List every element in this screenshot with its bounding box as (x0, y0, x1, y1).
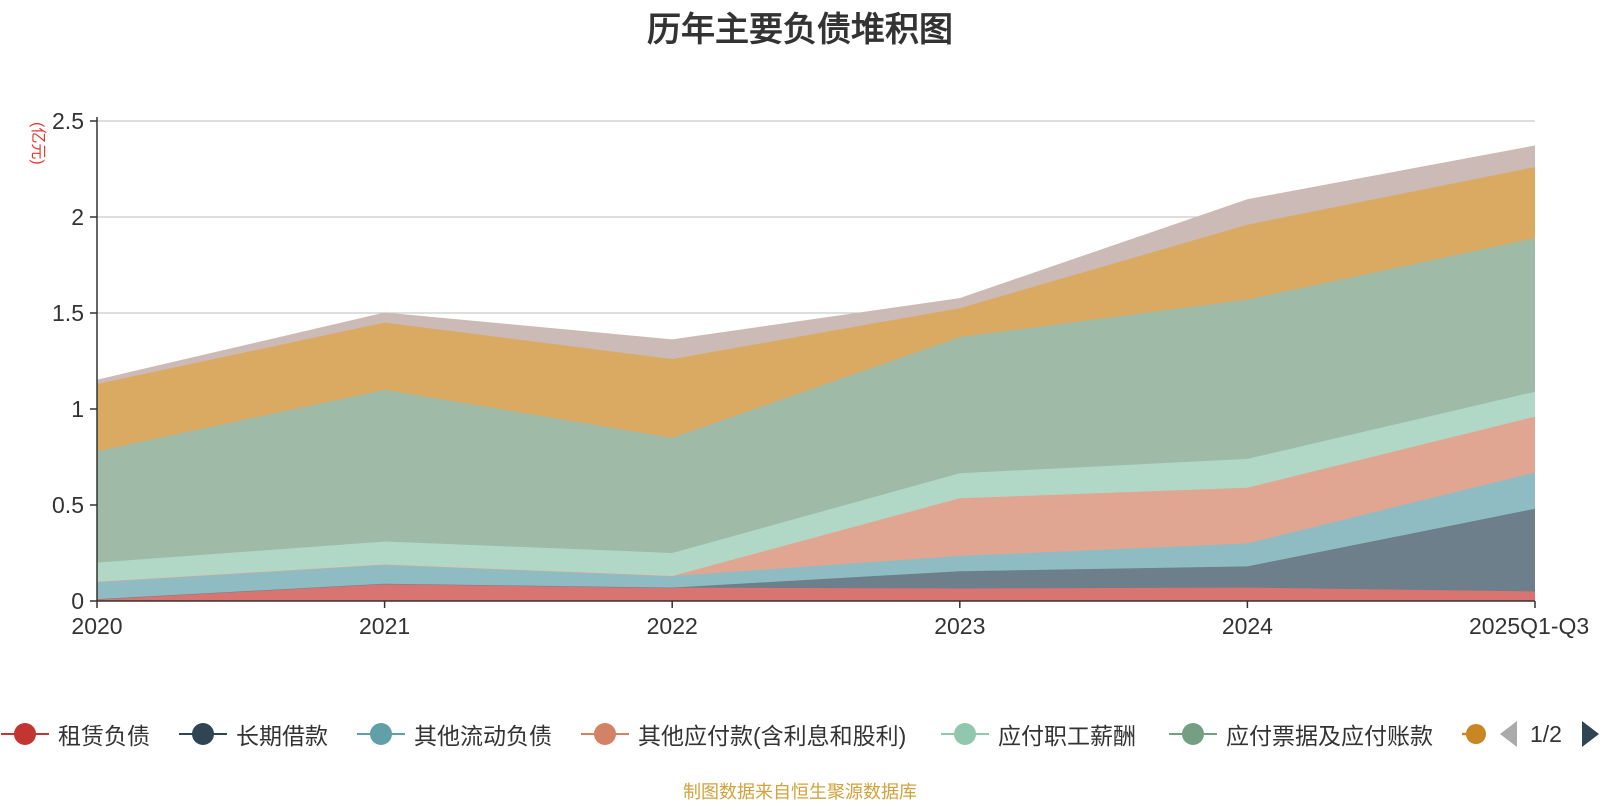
x-tick-label: 2022 (647, 613, 698, 639)
legend-item[interactable]: 长期借款 (178, 712, 328, 756)
legend-marker (581, 723, 629, 745)
area-series-5 (97, 391, 1535, 582)
legend-marker (941, 723, 989, 745)
legend-label: 长期借款 (236, 723, 328, 749)
y-tick-label: 0.5 (52, 492, 84, 518)
y-tick-label: 1 (71, 396, 84, 422)
legend-partial-item-marker[interactable] (1462, 722, 1488, 746)
legend-prev-page-icon[interactable] (1498, 719, 1520, 749)
chart-plot: 0 0.5 1 1.5 2 2.5 2020 2021 2022 2023 2024 2025Q1-Q… (52, 108, 1589, 639)
x-tick-label: 2020 (71, 613, 122, 639)
x-tick-label: 2021 (359, 613, 410, 639)
legend-label: 其他应付款(含利息和股利) (638, 723, 907, 749)
legend-item[interactable]: 应付职工薪酬 (940, 712, 1136, 756)
legend-marker (1169, 723, 1217, 745)
legend-label: 应付票据及应付账款 (1226, 723, 1433, 749)
area-series-7 (97, 167, 1535, 452)
area-series-2 (97, 508, 1535, 600)
y-tick-label: 1.5 (52, 300, 84, 326)
area-series-4 (97, 416, 1535, 582)
tick-labels: 0 0.5 1 1.5 2 2.5 2020 2021 2022 2023 2024 2025Q1-Q… (52, 108, 1589, 639)
x-tick-label: 2023 (934, 613, 985, 639)
chart-title: 历年主要负债堆积图 (647, 11, 953, 49)
legend-item[interactable]: 其他流动负债 (356, 712, 552, 756)
y-tick-label: 0 (71, 588, 84, 614)
legend-item[interactable]: 其他应付款(含利息和股利) (580, 712, 906, 756)
y-tick-label: 2.5 (52, 108, 84, 134)
legend-marker (1, 723, 49, 745)
legend-marker (357, 723, 405, 745)
legend-marker (179, 723, 227, 745)
data-source-note: 制图数据来自恒生聚源数据库 (683, 782, 917, 802)
x-tick-label: 2025Q1-Q3 (1469, 613, 1589, 639)
legend-label: 租赁负债 (58, 723, 150, 749)
legend-next-page-icon[interactable] (1580, 719, 1600, 749)
y-axis-unit-label: (亿元) (29, 122, 46, 165)
y-tick-label: 2 (71, 204, 84, 230)
x-tick-label: 2024 (1222, 613, 1273, 639)
axes (90, 117, 1536, 608)
area-series-8 (97, 146, 1535, 384)
legend-label: 其他流动负债 (414, 723, 552, 749)
stacked-areas (96, 145, 1536, 601)
legend-label: 应付职工薪酬 (998, 723, 1136, 749)
legend-page-indicator: 1/2 (1530, 721, 1562, 747)
legend-item[interactable]: 应付票据及应付账款 (1168, 712, 1433, 756)
area-series-6 (97, 238, 1535, 563)
legend: 租赁负债 长期借款 其他流动负债 其他应付款(含利息和股利) 应付职工薪酬 应付票据及应付… (0, 712, 1600, 756)
area-series-edge-8 (96, 145, 1536, 381)
legend-item[interactable]: 租赁负债 (0, 712, 150, 756)
